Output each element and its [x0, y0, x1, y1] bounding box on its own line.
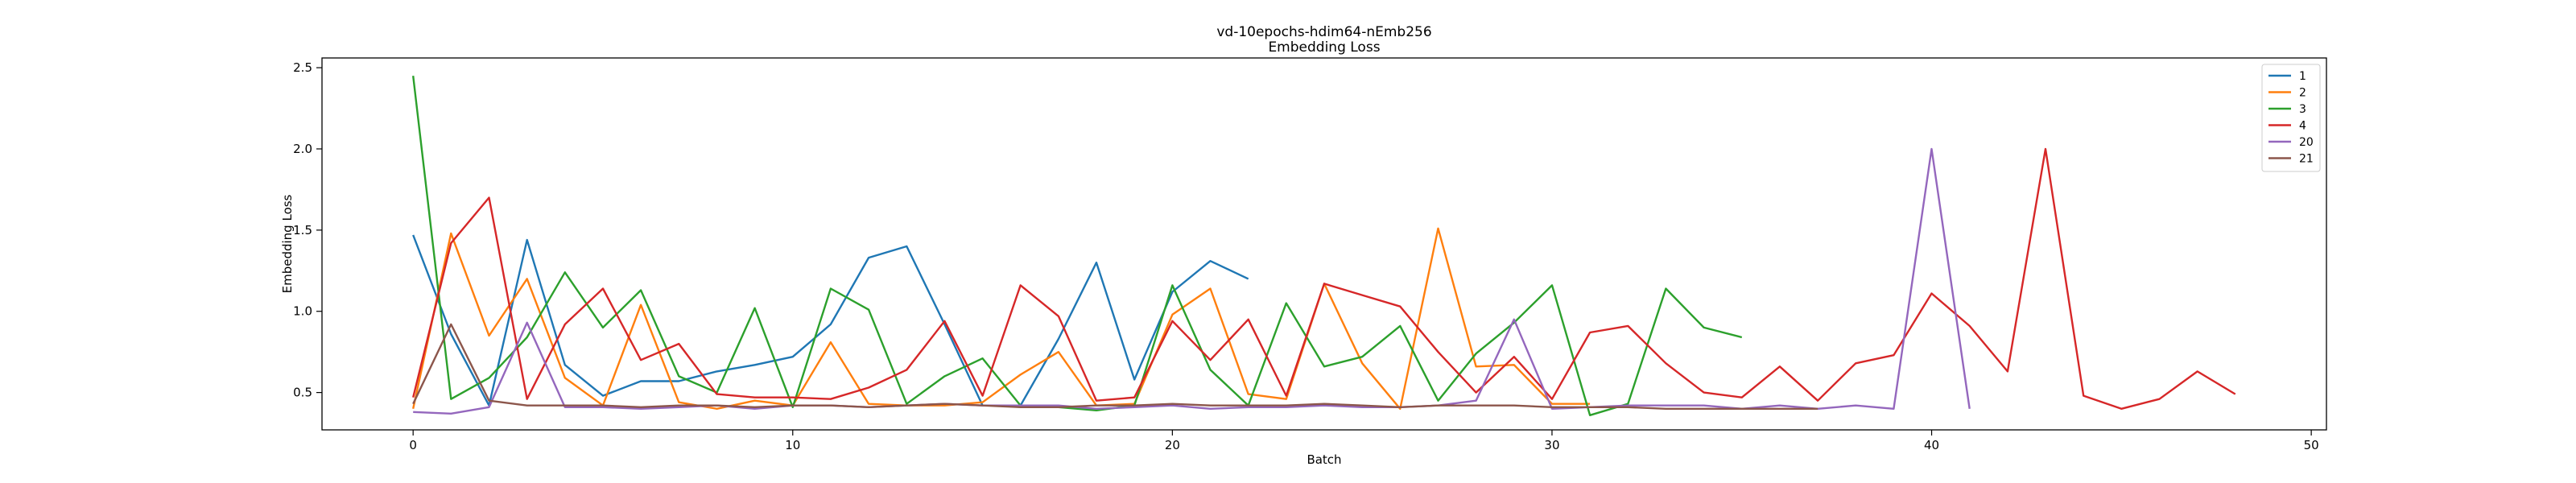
series-line-1	[412, 234, 1249, 407]
x-tick-label: 30	[1544, 438, 1559, 452]
legend-label-1: 1	[2299, 70, 2306, 83]
y-tick-label: 2.0	[293, 142, 312, 156]
legend-box	[2261, 64, 2321, 172]
y-tick-label: 2.5	[293, 60, 312, 75]
x-tick-label: 10	[785, 438, 800, 452]
series-line-3	[412, 76, 1743, 416]
x-tick-label: 0	[409, 438, 417, 452]
x-tick-label: 20	[1165, 438, 1180, 452]
y-tick-label: 1.0	[293, 304, 312, 319]
plot-frame	[321, 57, 2327, 431]
y-tick-label: 1.5	[293, 223, 312, 237]
x-tick-label: 50	[2304, 438, 2319, 452]
legend-label-3: 3	[2299, 103, 2306, 116]
legend-label-4: 4	[2299, 120, 2306, 133]
y-tick-label: 0.5	[293, 386, 312, 400]
x-axis: 0 10 20 30 40 50	[409, 430, 2319, 452]
y-axis-label: Embedding Loss	[280, 194, 295, 293]
chart-title: vd-10epochs-hdim64-nEmb256	[1216, 24, 1431, 40]
legend: 1 2 3 4 20 21	[2261, 64, 2321, 172]
y-axis: 0.5 1.0 1.5 2.0 2.5	[293, 60, 322, 400]
series-line-21	[412, 323, 1818, 410]
chart-subtitle: Embedding Loss	[1268, 39, 1380, 56]
plot-area	[412, 76, 2236, 416]
x-tick-label: 40	[1924, 438, 1939, 452]
legend-label-21: 21	[2299, 153, 2314, 166]
series-line-4	[412, 147, 2236, 410]
legend-label-2: 2	[2299, 87, 2306, 100]
series-line-2	[412, 227, 1591, 410]
series-line-20	[413, 147, 1971, 415]
legend-label-20: 20	[2299, 136, 2314, 149]
x-axis-label: Batch	[1307, 452, 1341, 467]
